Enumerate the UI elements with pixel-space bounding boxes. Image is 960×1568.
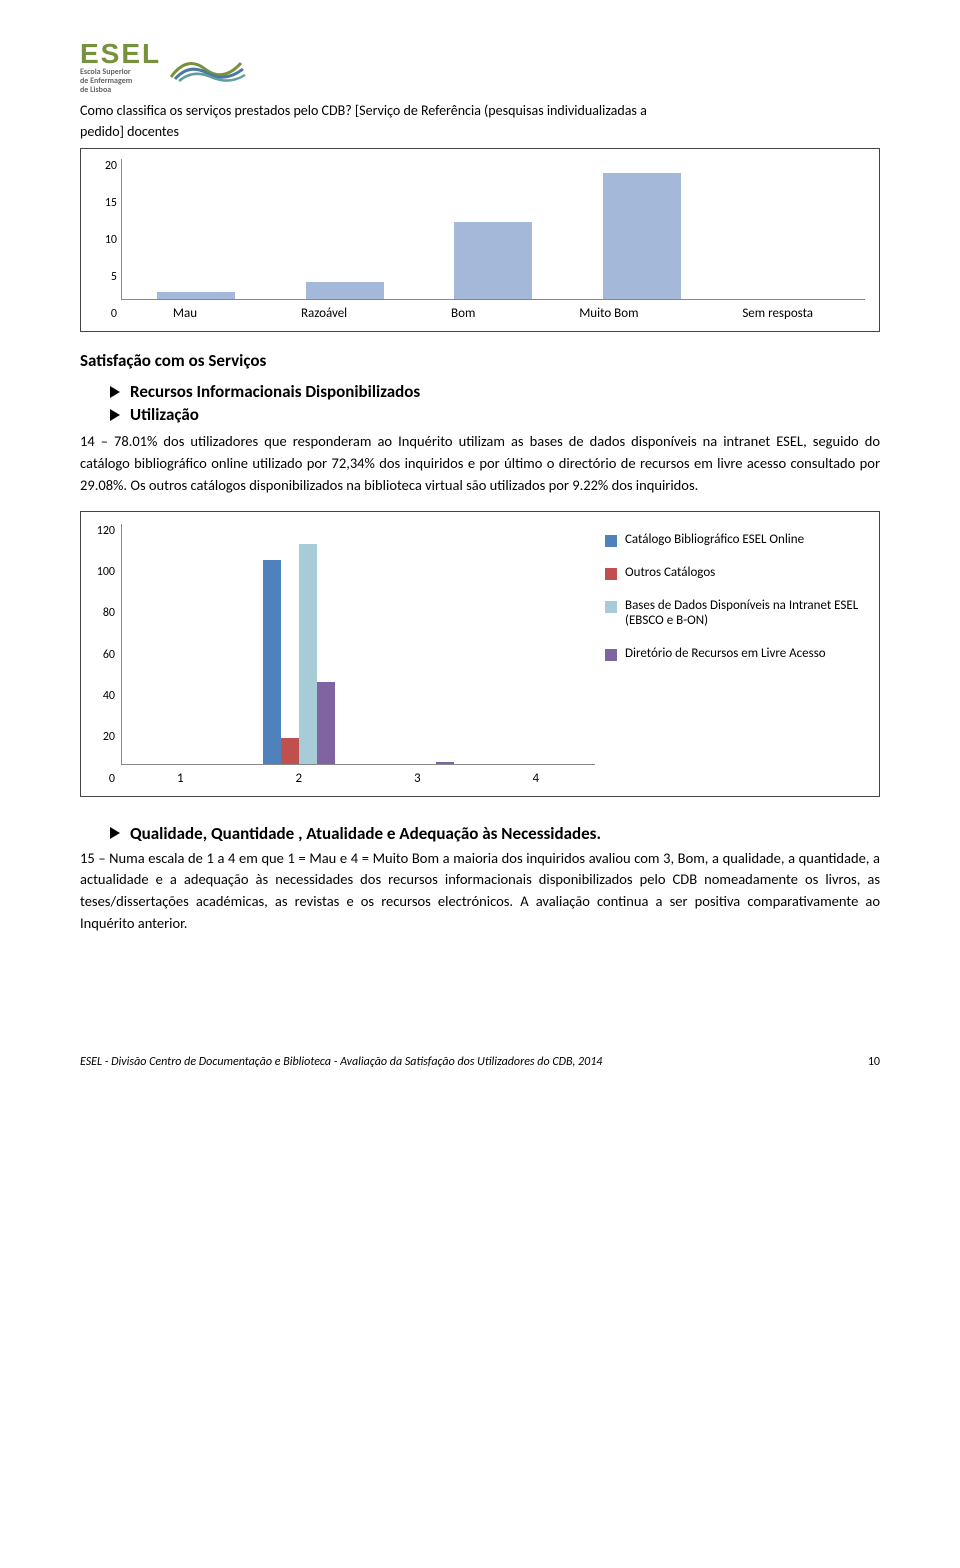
- footer: ESEL - Divisão Centro de Documentação e …: [80, 1055, 880, 1069]
- chart1-xaxis: MauRazoávelBomMuito BomSem resposta: [121, 306, 865, 321]
- section1-para: 14 – 78.01% dos utilizadores que respond…: [80, 431, 880, 496]
- bullet-utilizacao: Utilização: [110, 404, 880, 425]
- chart2-legend: Catálogo Bibliográfico ESEL OnlineOutros…: [595, 524, 865, 786]
- triangle-icon: [110, 827, 120, 839]
- section2-bullet: Qualidade, Quantidade , Atualidade e Ade…: [110, 823, 880, 844]
- chart2-xaxis: 1234: [121, 771, 595, 786]
- bullet-recursos: Recursos Informacionais Disponibilizados: [110, 381, 880, 402]
- para-prefix: 14 – 78.01%: [80, 432, 157, 450]
- para-body: Numa escala de 1 a 4 em que 1 = Mau e 4 …: [80, 849, 880, 932]
- footer-left: ESEL - Divisão Centro de Documentação e …: [80, 1055, 602, 1069]
- logo-name: ESEL: [80, 40, 161, 68]
- chart1: 20151050 MauRazoávelBomMuito BomSem resp…: [80, 148, 880, 332]
- section1-title: Satisfação com os Serviços: [80, 350, 880, 371]
- question-text: Como classifica os serviços prestados pe…: [80, 100, 880, 142]
- question-line2: pedido] docentes: [80, 123, 179, 140]
- chart2-plot: [121, 524, 595, 765]
- para-prefix: 15 –: [80, 849, 109, 867]
- chart2: 120100806040200 1234 Catálogo Bibliográf…: [80, 511, 880, 797]
- triangle-icon: [110, 409, 120, 421]
- para-body: dos utilizadores que responderam ao Inqu…: [80, 432, 880, 494]
- logo: ESEL Escola Superior de Enfermagem de Li…: [80, 40, 880, 94]
- page-number: 10: [868, 1055, 880, 1069]
- section2-para: 15 – Numa escala de 1 a 4 em que 1 = Mau…: [80, 848, 880, 935]
- section1-bullets: Recursos Informacionais Disponibilizados…: [110, 381, 880, 425]
- logo-sub3: de Lisboa: [80, 86, 161, 95]
- chart1-yaxis: 20151050: [95, 159, 117, 321]
- wave-icon: [169, 49, 249, 85]
- bullet-label: Recursos Informacionais Disponibilizados: [130, 381, 420, 402]
- bullet-label: Qualidade, Quantidade , Atualidade e Ade…: [130, 823, 601, 844]
- bullet-label: Utilização: [130, 404, 199, 425]
- chart1-plot: [121, 159, 865, 300]
- triangle-icon: [110, 386, 120, 398]
- question-line1: Como classifica os serviços prestados pe…: [80, 102, 647, 119]
- chart2-yaxis: 120100806040200: [93, 524, 115, 786]
